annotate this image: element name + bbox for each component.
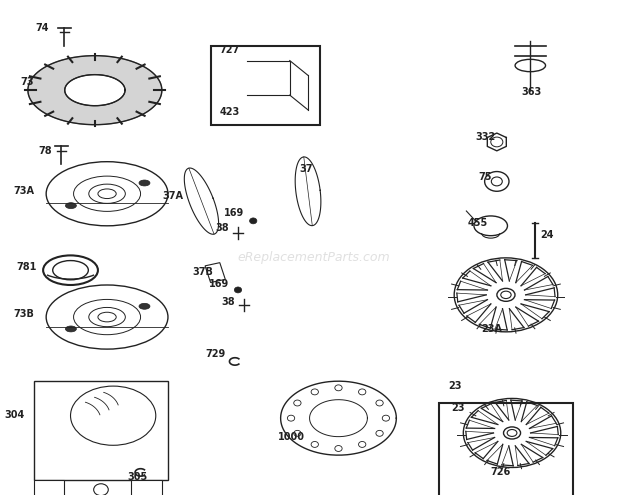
Bar	[131, 480, 162, 496]
Text: 169: 169	[208, 279, 229, 290]
Text: 305: 305	[127, 472, 148, 482]
Text: 74: 74	[36, 23, 49, 33]
Text: eReplacementParts.com: eReplacementParts.com	[238, 251, 391, 264]
Ellipse shape	[139, 304, 150, 309]
Bar	[34, 480, 64, 496]
Text: 169: 169	[224, 208, 244, 218]
Circle shape	[250, 218, 257, 224]
Text: 423: 423	[219, 107, 240, 117]
Text: 37A: 37A	[162, 190, 183, 201]
Circle shape	[234, 287, 242, 293]
Text: 73: 73	[20, 77, 34, 87]
Ellipse shape	[66, 326, 76, 332]
Text: 38: 38	[215, 223, 229, 233]
Text: 38: 38	[221, 297, 235, 307]
Text: 24: 24	[541, 230, 554, 240]
Polygon shape	[64, 74, 125, 106]
Bar	[205, 263, 225, 283]
Text: 78: 78	[38, 146, 52, 156]
Bar	[439, 403, 573, 496]
Text: 73B: 73B	[13, 309, 34, 319]
Text: 1000: 1000	[278, 433, 304, 442]
Ellipse shape	[139, 180, 150, 186]
Text: 332: 332	[476, 132, 496, 142]
FancyBboxPatch shape	[34, 381, 168, 480]
Polygon shape	[28, 56, 162, 124]
Text: 23: 23	[448, 380, 462, 390]
Text: 729: 729	[206, 350, 226, 360]
Bar	[211, 46, 320, 124]
Text: 363: 363	[521, 87, 541, 97]
Text: 455: 455	[467, 218, 488, 228]
Ellipse shape	[66, 203, 76, 209]
Text: 781: 781	[17, 262, 37, 272]
Text: 37B: 37B	[192, 267, 213, 277]
Text: 75: 75	[479, 172, 492, 182]
Text: 727: 727	[219, 45, 240, 55]
Text: 304: 304	[4, 410, 25, 420]
Text: 23A: 23A	[482, 324, 503, 334]
Text: 37: 37	[299, 164, 312, 174]
Text: 726: 726	[490, 467, 511, 477]
Text: 23: 23	[451, 403, 464, 413]
Text: 73A: 73A	[13, 186, 34, 196]
